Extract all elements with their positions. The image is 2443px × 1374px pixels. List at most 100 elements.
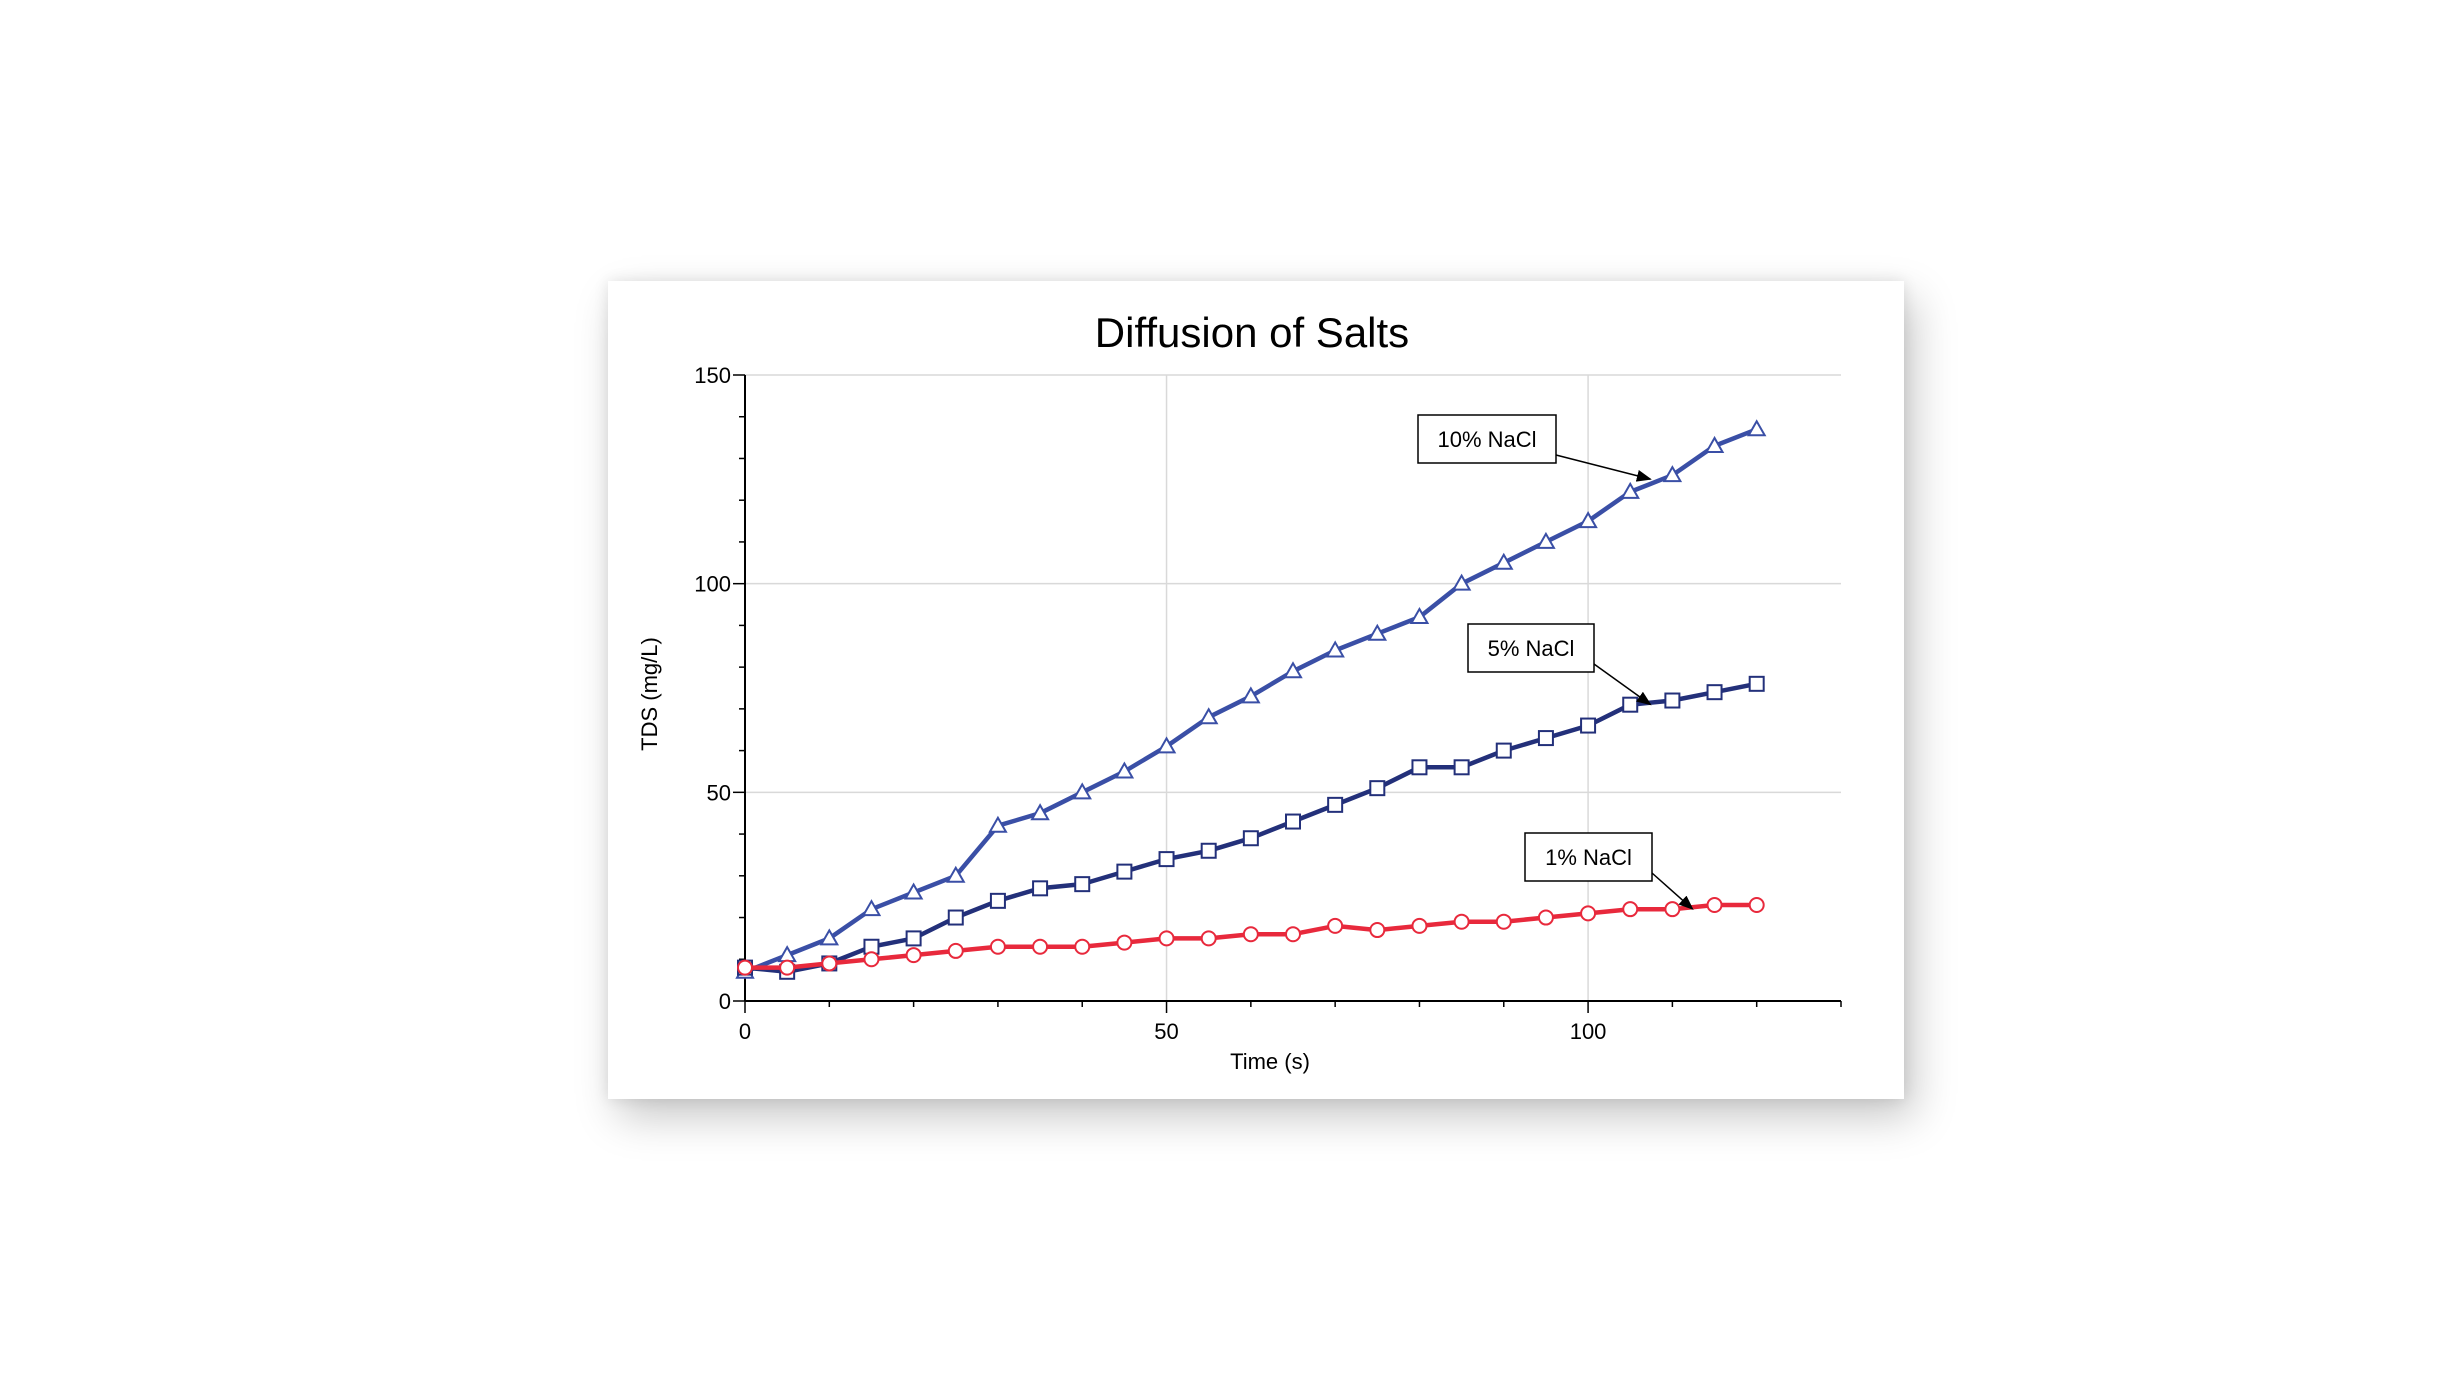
data-point <box>1411 917 1428 934</box>
callout-box <box>1417 414 1557 464</box>
data-point <box>947 909 964 926</box>
data-point <box>863 951 880 968</box>
chart-title: Diffusion of Salts <box>1095 309 1409 356</box>
data-point <box>1704 435 1725 453</box>
x-tick-label: 100 <box>1570 1019 1607 1044</box>
data-point <box>1116 863 1133 880</box>
data-point <box>1494 552 1514 570</box>
data-point <box>1241 686 1261 704</box>
data-point <box>1664 692 1681 709</box>
data-point <box>989 938 1006 955</box>
data-point <box>905 947 922 964</box>
data-point <box>1032 880 1049 897</box>
x-tick-label: 50 <box>1154 1019 1178 1044</box>
data-point <box>1369 780 1386 797</box>
data-point <box>1580 905 1597 922</box>
callout-arrow <box>1555 454 1652 482</box>
data-point <box>1409 607 1430 625</box>
data-point <box>1537 909 1554 926</box>
data-point <box>1495 742 1512 759</box>
data-point <box>1367 623 1388 641</box>
data-point <box>1200 930 1217 947</box>
series-5-nacl <box>737 675 1765 980</box>
data-point <box>1198 707 1219 725</box>
grid <box>745 374 1841 1001</box>
data-point <box>1451 573 1472 591</box>
data-point <box>737 959 753 976</box>
data-point <box>1537 730 1554 747</box>
callout-box <box>1524 832 1653 882</box>
data-point <box>1536 531 1556 549</box>
data-point <box>1242 830 1259 847</box>
y-tick-label: 0 <box>719 989 731 1014</box>
data-point <box>989 892 1006 909</box>
callout-box <box>1467 623 1595 673</box>
data-point <box>1325 640 1345 658</box>
data-point <box>1200 842 1217 859</box>
data-point <box>905 930 922 947</box>
callout-label: 5% NaCl <box>1488 636 1575 661</box>
data-point <box>1074 938 1091 955</box>
y-tick-label: 150 <box>694 363 731 388</box>
data-point <box>1158 851 1175 868</box>
data-point <box>988 815 1008 833</box>
y-tick-label: 100 <box>694 572 731 597</box>
annotations: 10% NaCl 5% NaCl 1% NaCl <box>1417 414 1694 911</box>
data-point <box>861 899 882 917</box>
data-point <box>1620 481 1640 499</box>
data-point <box>1283 661 1303 679</box>
data-point <box>1116 934 1133 951</box>
axes: 0 50 100 150 0 50 100 <box>694 363 1842 1044</box>
data-point <box>1285 813 1301 830</box>
x-axis-label: Time (s) <box>1230 1049 1310 1074</box>
data-point <box>1622 901 1639 918</box>
data-point <box>1580 717 1597 734</box>
data-point <box>946 865 966 883</box>
x-tick-label: 0 <box>739 1019 751 1044</box>
data-point <box>1327 796 1344 813</box>
data-point <box>1114 761 1135 779</box>
data-point <box>1032 938 1049 955</box>
data-point <box>819 928 840 946</box>
callout-arrow <box>1593 663 1652 706</box>
data-point <box>1706 897 1723 914</box>
data-point <box>1746 419 1767 437</box>
data-point <box>1495 913 1512 930</box>
series-1-nacl <box>737 897 1765 976</box>
y-axis-label: TDS (mg/L) <box>637 637 662 751</box>
data-point <box>1369 922 1386 939</box>
callout-label: 10% NaCl <box>1437 427 1536 452</box>
data-point <box>1664 901 1681 918</box>
data-point <box>1285 926 1301 943</box>
data-point <box>1074 876 1091 893</box>
series-group <box>735 419 1767 980</box>
series-10-nacl <box>735 419 1767 979</box>
callout-label: 1% NaCl <box>1545 845 1632 870</box>
chart: Diffusion of Salts 0 50 100 150 0 50 100 10% N… <box>637 309 1842 1074</box>
data-point <box>1748 897 1765 914</box>
data-point <box>779 959 796 976</box>
data-point <box>1242 926 1259 943</box>
y-tick-label: 50 <box>707 780 731 805</box>
data-point <box>1662 465 1683 483</box>
chart-card: Diffusion of Salts 0 50 100 150 0 50 100 10% N… <box>608 281 1904 1099</box>
data-point <box>1706 684 1723 701</box>
callout-1-nacl: 1% NaCl <box>1524 832 1694 911</box>
data-point <box>1158 930 1175 947</box>
data-point <box>1453 913 1470 930</box>
data-point <box>1411 759 1428 776</box>
data-point <box>1453 759 1470 776</box>
data-point <box>903 882 924 900</box>
data-point <box>1578 511 1598 529</box>
data-point <box>1156 736 1177 754</box>
data-point <box>1748 675 1765 692</box>
data-point <box>1030 803 1050 821</box>
data-point <box>947 942 964 959</box>
callout-5-nacl: 5% NaCl <box>1467 623 1652 706</box>
data-point <box>821 955 838 972</box>
callout-10-nacl: 10% NaCl <box>1417 414 1652 482</box>
data-point <box>1072 782 1092 800</box>
data-point <box>1622 696 1639 713</box>
callout-arrow <box>1651 872 1694 911</box>
data-point <box>1327 917 1344 934</box>
